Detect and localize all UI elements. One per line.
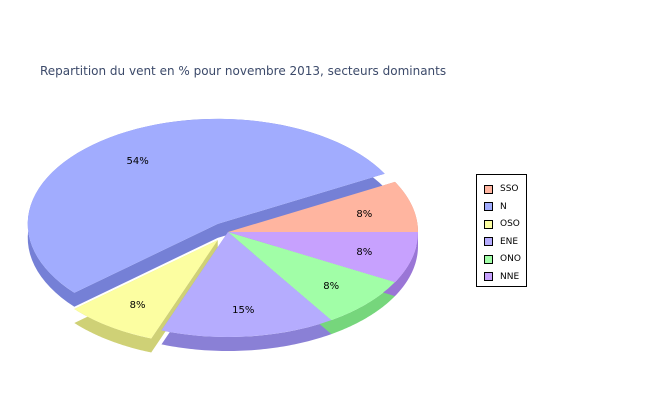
legend-label: NNE xyxy=(500,271,520,282)
legend-swatch xyxy=(484,219,493,229)
legend-swatch xyxy=(484,202,493,211)
legend-swatch xyxy=(484,237,493,246)
slice-label-ene: 15% xyxy=(232,305,254,316)
legend-swatch xyxy=(484,272,493,281)
legend-label: N xyxy=(500,201,507,212)
slice-label-oso: 8% xyxy=(130,300,146,311)
pie-slice-sso xyxy=(228,181,418,232)
pie-slice-side-n xyxy=(27,118,385,307)
legend-label: ENE xyxy=(500,236,519,247)
pie-slice-oso xyxy=(74,240,218,339)
slice-label-n: 54% xyxy=(126,156,148,167)
legend-item-oso: OSO xyxy=(484,219,520,229)
legend-label: OSO xyxy=(500,219,520,229)
legend-swatch xyxy=(484,254,493,264)
pie-slice-ene xyxy=(161,232,332,337)
chart-legend: SSO N OSO ENE ONO NNE xyxy=(476,174,527,287)
slice-label-nne: 8% xyxy=(356,247,372,258)
slice-label-sso: 8% xyxy=(356,209,372,220)
legend-item-sso: SSO xyxy=(484,184,519,194)
legend-item-nne: NNE xyxy=(484,272,519,282)
legend-swatch xyxy=(484,184,493,194)
pie-slice-ono xyxy=(228,232,395,321)
legend-item-n: N xyxy=(484,202,507,212)
chart-title: Repartition du vent en % pour novembre 2… xyxy=(40,64,447,78)
pie-slice-n xyxy=(27,118,385,293)
legend-label: ONO xyxy=(500,254,521,264)
legend-item-ene: ENE xyxy=(484,237,518,247)
legend-item-ono: ONO xyxy=(484,254,521,264)
slice-label-ono: 8% xyxy=(323,281,339,292)
legend-label: SSO xyxy=(500,184,519,194)
pie-slice-nne xyxy=(228,232,418,283)
